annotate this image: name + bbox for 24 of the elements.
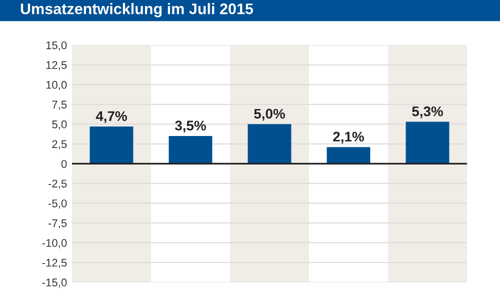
text: 5,3%	[412, 106, 443, 118]
y-tick-label: -2,5	[48, 180, 67, 189]
bar	[326, 147, 370, 164]
y-tick-label: -15,0	[42, 278, 67, 288]
y-tick-label: 0	[61, 160, 67, 168]
y-tick-label: -12,5	[42, 258, 67, 268]
text: 5,0%	[254, 108, 285, 121]
y-tick-label: 12,5	[46, 61, 67, 70]
y-tick-label: -5,0	[48, 199, 67, 209]
text: 3,5%	[174, 120, 206, 133]
y-tick-label: -7,5	[48, 219, 67, 228]
bar	[248, 124, 292, 164]
bar	[168, 136, 212, 164]
y-tick-label: 7,5	[52, 100, 67, 110]
y-tick-label: -10,0	[42, 239, 67, 248]
y-tick-label: 10,0	[46, 80, 67, 90]
chart-title: Umsatzentwicklung im Juli 2015	[20, 3, 254, 18]
bar	[90, 126, 134, 164]
bar	[406, 122, 450, 164]
y-tick-label: 5,0	[52, 120, 67, 130]
text: 4,7%	[96, 111, 127, 124]
y-tick-label: 2,5	[52, 140, 67, 150]
text: 2,1%	[333, 132, 364, 144]
y-tick-label: 15,0	[46, 41, 67, 51]
